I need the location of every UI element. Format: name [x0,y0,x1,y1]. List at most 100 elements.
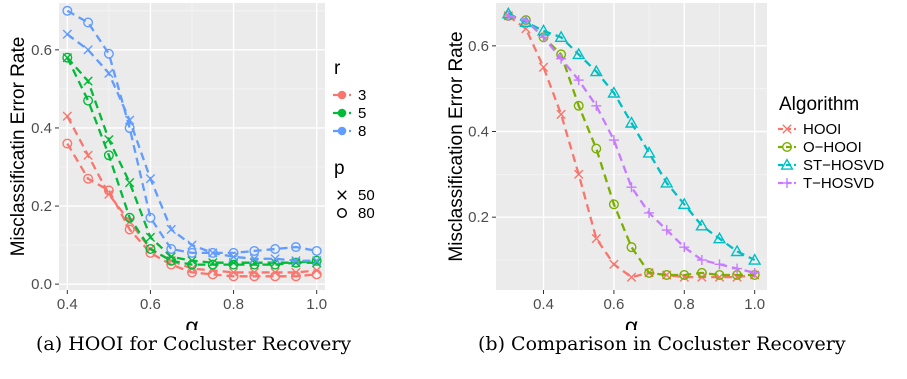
panel-a-data-point [62,138,73,149]
panel-a-data-point [270,243,281,254]
panel-a-data-point [186,259,197,270]
panel-b-data-point [591,233,602,244]
panel-a-data-point [249,271,260,282]
panel-b-data-point [520,15,531,26]
panel-b-data-point [574,169,584,180]
panel-a-legend-entry: 8 [333,123,366,140]
panel-b-data-point [730,244,744,257]
panel-b-y-tick-label: 0.4 [468,124,489,141]
panel-b-series-line [508,14,755,274]
panel-a-y-tick-label: 0.0 [31,276,52,293]
panel-a-data-point [207,247,218,258]
panel-a-legend-key-dot [337,126,347,136]
panel-b-data-point [695,218,709,231]
panel-a-y-tick-label: 0.6 [31,42,52,59]
panel-b-data-point [519,15,533,28]
panel-b-data-point [589,64,603,77]
panel-a-data-point [145,174,156,184]
panel-a-data-point [270,254,280,264]
panel-b-series-line [507,14,755,279]
panel-a-legend-key-marker [337,190,347,200]
panel-a-data-point [311,257,322,268]
panel-b-data-point [609,259,619,269]
panel-a-x-tick-label: 0.4 [57,296,78,313]
panel-a-y-tick-label: 0.2 [31,198,52,215]
panel-b-data-point [538,62,549,72]
panel-a-data-point [186,267,197,278]
panel-b-x-tick-label: 0.8 [674,296,695,313]
panel-b-x-tick-label: 1.0 [744,296,765,313]
panel-a-data-point [166,259,177,270]
panel-b-data-point [712,231,727,244]
panel-a-legend-label: 3 [358,87,366,104]
panel-a-data-point [62,111,73,121]
panel-b-axes: 0.4 0.6 0.8 1.00.20.40.6αMisclassification … [446,31,765,330]
panel-b-data-point [556,53,567,64]
panel-a-legend-entry: 3 [333,87,366,104]
panel-a-series-line [66,142,317,278]
panel-b-legend-key-marker [780,158,794,170]
panel-b-data-point [679,270,690,281]
panel-a-data-point [270,259,281,270]
panel-a-x-tick-label: 1.0 [306,296,327,313]
panel-b-data-point [538,32,549,43]
panel-a-data-point [83,17,94,28]
panel-b-x-axis-title: α [625,313,638,330]
panel-a-legend-key-marker [337,207,348,218]
panel-a-series-line [66,57,317,266]
panel-b-x-tick-label: 0.6 [603,296,624,313]
panel-a-legend-entry: 5 [333,105,366,122]
panel-a-x-tick-label: 0.8 [223,296,244,313]
panel-a-data-point [104,134,114,145]
caption-a: (a) HOOI for Cocluster Recovery [36,333,352,355]
panel-b-data-point [661,225,672,236]
panel-b-legend-key-marker [782,141,793,152]
panel-a-data-point [104,68,114,78]
panel-b-data-point [626,182,637,193]
panel-b-x-tick-label: 0.4 [533,296,554,313]
panel-a-data-point [290,257,301,268]
panel-a-data-point [62,52,73,63]
panel-b-data-point [591,143,602,154]
panel-a-data-point [62,29,73,39]
panel-b-legend-label: T−HOSVD [803,175,874,192]
panel-a-data-point [311,256,322,266]
panel-b-series-st-hosvd [501,6,762,265]
panel-a-legend-key-dot [337,108,347,118]
panel-a-x-axis-title: α [185,313,198,330]
panel-a-data-point [187,240,197,250]
panel-a-data-point [311,269,322,280]
panel-a-data-point [103,150,114,161]
panel-a-series-r5-p80 [62,52,322,270]
panel-b-data-point [714,270,725,281]
panel-a-legend-label: 5 [358,105,366,122]
panel-b-series-line [508,14,755,277]
panel-a-legend-title: p [334,158,345,179]
panel-a-data-point [124,212,135,223]
panel-b-data-point [644,207,655,218]
panel-a-y-tick-label: 0.4 [31,120,52,137]
panel-b-data-point [607,86,621,98]
panel-b-data-point [503,10,514,21]
panel-b-data-point [679,242,690,253]
panel-a-data-point [83,173,94,184]
panel-a-data-point [145,232,156,242]
panel-b-data-point [608,199,619,210]
panel-a-data-point [290,242,301,253]
panel-b-data-point [732,263,743,274]
panel-a-data-point [311,245,322,256]
panel-b-panel: 0.4 0.6 0.8 1.00.20.40.6αMisclassification … [446,3,884,330]
panel-a-data-point [83,45,93,55]
panel-a-data-point [83,76,93,86]
panel-a-data-point [166,243,177,254]
panel-a-data-point [124,115,135,125]
panel-b-data-point [696,255,707,266]
caption-b: (b) Comparison in Cocluster Recovery [478,333,846,355]
panel-b-data-point [677,197,691,210]
panel-b-data-point [572,47,586,60]
panel-b-legend-key-marker [782,178,792,188]
panel-a-data-point [145,243,156,254]
panel-b-series-t-hosvd [503,10,760,278]
